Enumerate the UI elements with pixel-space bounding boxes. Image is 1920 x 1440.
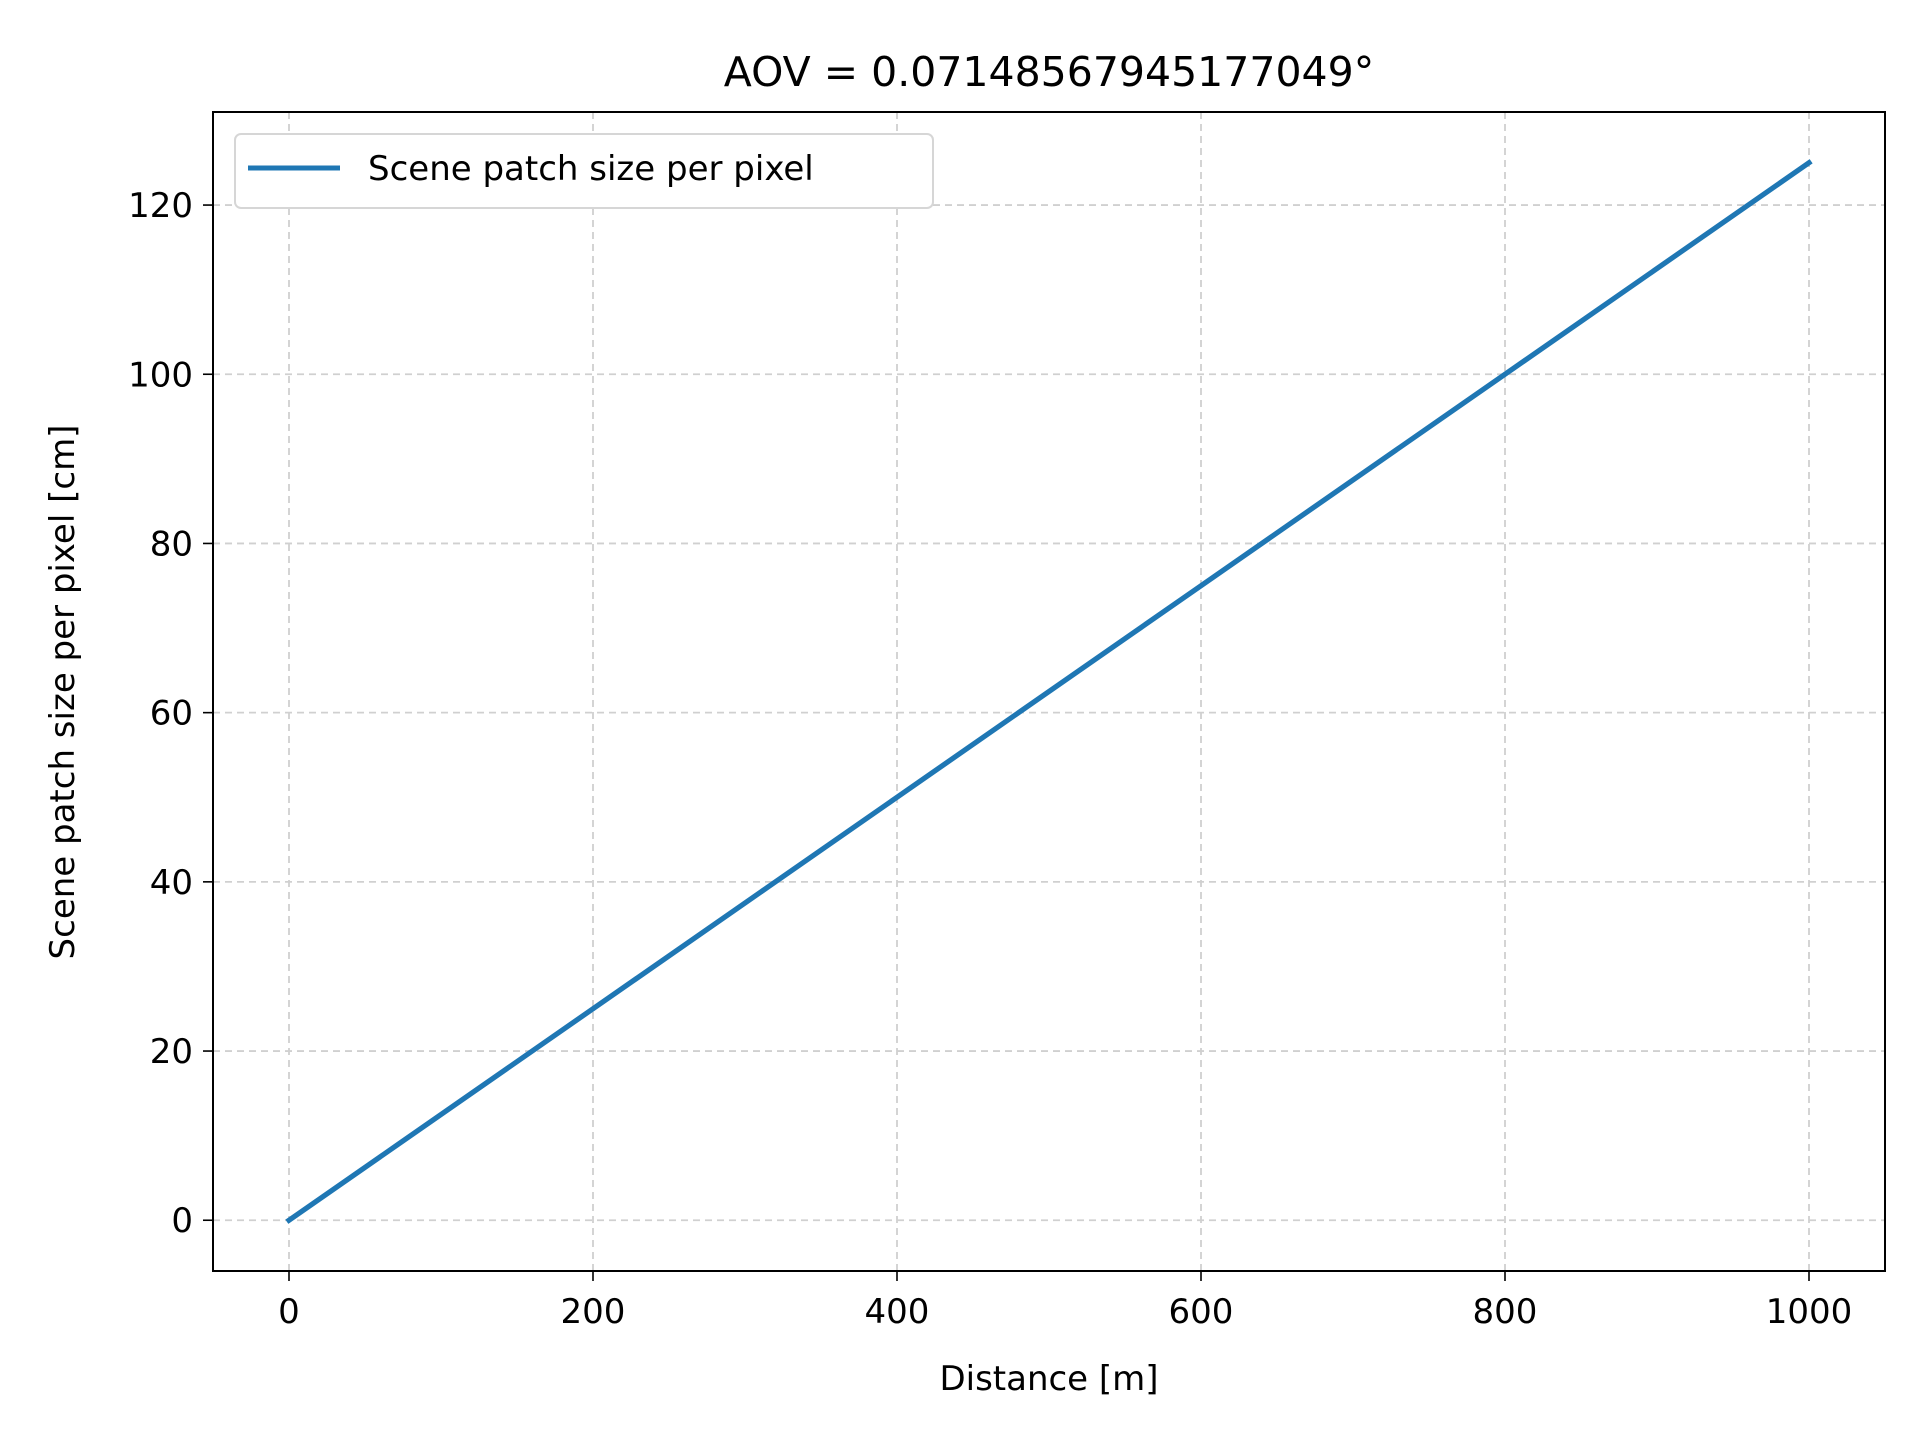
x-tick-label: 800 (1473, 1292, 1538, 1332)
legend: Scene patch size per pixel (234, 133, 934, 209)
x-tick-label: 0 (278, 1292, 300, 1332)
x-axis-ticks: 0 200 400 600 800 1000 (278, 1271, 1852, 1332)
series-layer (285, 159, 1813, 1224)
x-axis-label: Distance [m] (939, 1359, 1158, 1399)
plot-area-frame (212, 111, 1886, 1272)
y-axis-label: Scene patch size per pixel [cm] (43, 425, 83, 960)
x-tick-label: 400 (865, 1292, 930, 1332)
y-tick-label: 40 (150, 863, 193, 903)
y-tick-label: 100 (128, 355, 193, 395)
y-axis-ticks: 0 20 40 60 80 100 120 (128, 186, 213, 1241)
y-tick-label: 80 (150, 524, 193, 564)
x-tick-label: 600 (1169, 1292, 1234, 1332)
series-line-0 (285, 159, 1813, 1224)
legend-box (234, 133, 934, 209)
legend-entry-label: Scene patch size per pixel (368, 149, 814, 189)
y-tick-label: 120 (128, 186, 193, 226)
chart-title: AOV = 0.07148567945177049° (724, 48, 1374, 96)
y-tick-label: 0 (171, 1201, 193, 1241)
x-tick-label: 1000 (1766, 1292, 1853, 1332)
x-tick-label: 200 (561, 1292, 626, 1332)
y-tick-label: 20 (150, 1032, 193, 1072)
y-tick-label: 60 (150, 694, 193, 734)
